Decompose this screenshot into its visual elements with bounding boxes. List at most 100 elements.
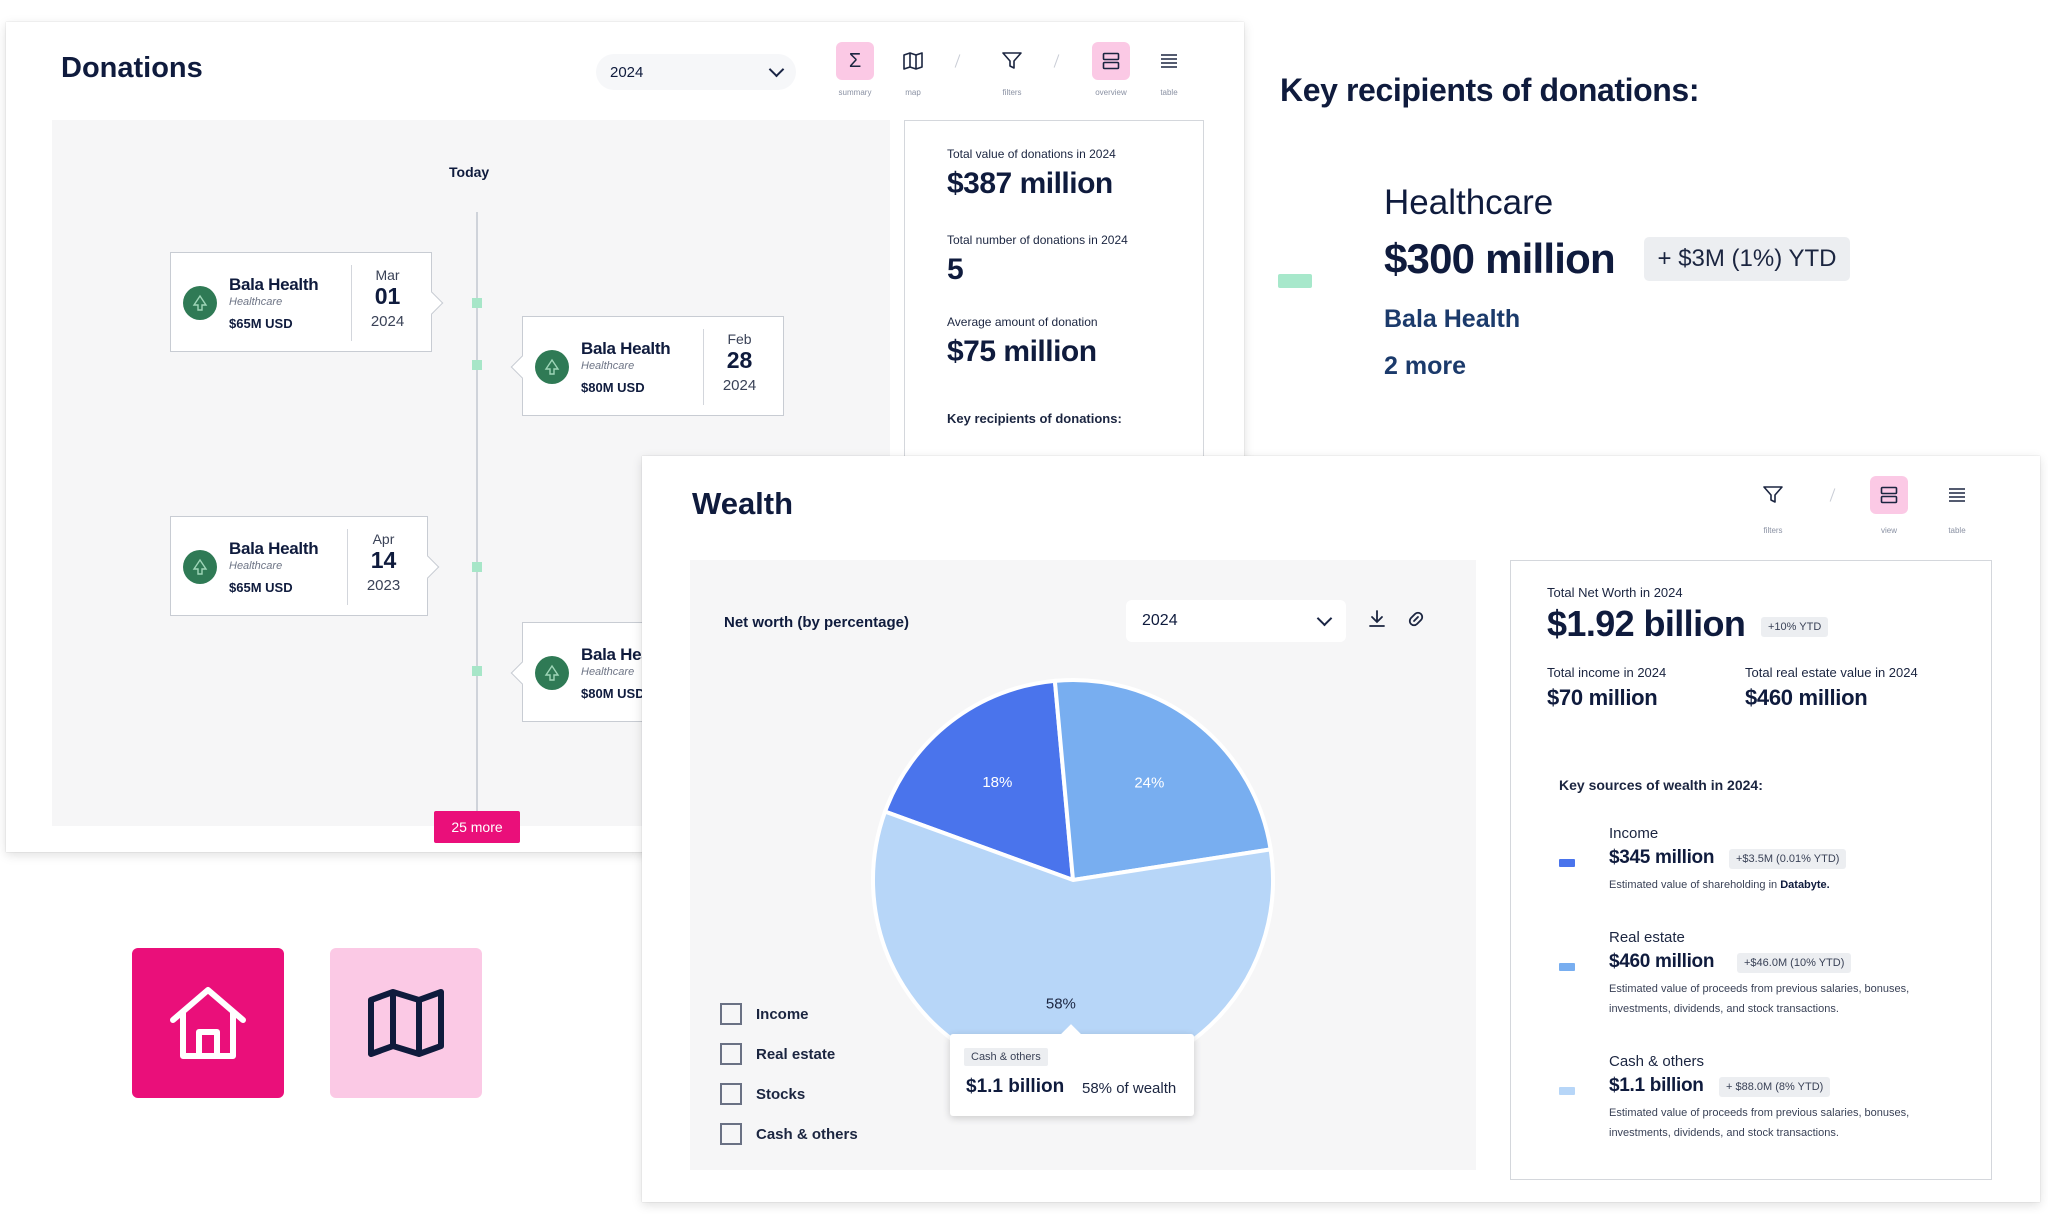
donation-month: Apr (372, 531, 395, 547)
avatar (183, 550, 217, 584)
tooltip-percent: 58% of wealth (1082, 1080, 1177, 1097)
filter-icon (1763, 486, 1783, 503)
pie-slice-label: 58% (1046, 995, 1076, 1012)
legend-item-real-estate[interactable]: Real estate (720, 1034, 858, 1074)
key-recipients-label: Key recipients of donations: (947, 411, 1122, 426)
donation-year: 2024 (370, 313, 405, 330)
download-icon (1369, 610, 1385, 627)
real-estate-value: $460 million (1745, 685, 1868, 710)
table-button[interactable] (1150, 42, 1188, 80)
link-button[interactable] (1404, 608, 1428, 635)
sources-label: Key sources of wealth in 2024: (1559, 777, 1763, 793)
link-icon (1408, 611, 1424, 627)
donation-card[interactable]: Bala Health Healthcare $80M USD Feb 28 2… (510, 316, 784, 416)
table-icon (1161, 54, 1177, 68)
source-value: $460 million (1609, 951, 1715, 972)
donation-year: 2024 (722, 377, 757, 394)
tree-icon (544, 664, 560, 681)
donations-title: Donations (61, 52, 203, 84)
overview-button[interactable] (1092, 42, 1130, 80)
source-note: Estimated value of proceeds from previou… (1609, 1107, 1910, 1139)
recipient-category: Healthcare (1384, 183, 1554, 222)
donation-recipient: Bala Health (229, 275, 319, 294)
chart-tooltip: Cash & others $1.1 billion 58% of wealth (950, 1024, 1194, 1116)
income-label: Total income in 2024 (1547, 665, 1667, 680)
legend-label: Real estate (756, 1045, 836, 1063)
toolbar-divider (1829, 488, 1836, 502)
legend-label: Cash & others (756, 1125, 858, 1143)
source-swatch (1559, 859, 1575, 867)
donation-card[interactable]: Bala Health Healthcare $65M USD Mar 01 2… (170, 252, 444, 352)
source-note: Estimated value of shareholding in Datab… (1609, 879, 1830, 891)
pie-slice[interactable] (882, 678, 1076, 883)
recipient-ytd-badge: + $3M (1%) YTD (1644, 237, 1850, 281)
net-worth-label: Total Net Worth in 2024 (1547, 585, 1683, 600)
pie-slice-label: 24% (1134, 774, 1164, 791)
filters-button[interactable] (1754, 476, 1792, 514)
recipient-value: $300 million (1384, 235, 1616, 282)
toolbar-divider (1053, 54, 1060, 68)
legend-checkbox[interactable] (720, 1083, 742, 1105)
net-worth-value: $1.92 billion (1547, 603, 1746, 644)
donation-date: Apr 14 2023 (347, 529, 419, 605)
today-label: Today (449, 164, 490, 180)
map-tile[interactable] (330, 948, 482, 1098)
donation-card[interactable]: Bala Health Healthcare $65M USD Apr 14 2… (170, 516, 440, 616)
wealth-title: Wealth (692, 486, 794, 521)
source-value: $1.1 billion (1609, 1075, 1704, 1096)
timeline-marker (472, 360, 482, 370)
legend-checkbox[interactable] (720, 1043, 742, 1065)
legend-item-stocks[interactable]: Stocks (720, 1074, 858, 1114)
legend-item-cash-others[interactable]: Cash & others (720, 1114, 858, 1154)
donations-year-select[interactable]: 2024 (596, 54, 796, 90)
recipient-more-link[interactable]: 2 more (1384, 352, 1466, 380)
donation-amount: $65M USD (229, 580, 293, 595)
table-label: table (1948, 526, 1966, 535)
wealth-panel: Wealth filters view table 18% 24% 58% Net … (642, 456, 2040, 1202)
donation-recipient: Bala Health (229, 539, 319, 558)
source-name: Real estate (1609, 929, 1685, 946)
donation-recipient: Bala Hea (581, 645, 651, 664)
donation-date: Feb 28 2024 (703, 329, 775, 405)
chevron-down-icon (768, 61, 785, 77)
wealth-year-select[interactable]: 2024 (1126, 600, 1346, 642)
tree-icon (192, 558, 208, 575)
total-value: $387 million (947, 167, 1113, 200)
filters-label: filters (1763, 526, 1783, 535)
donation-category: Healthcare (229, 560, 283, 572)
total-count-label: Total number of donations in 2024 (947, 233, 1128, 247)
home-tile[interactable] (132, 948, 284, 1098)
donation-day: 14 (370, 547, 397, 573)
legend-checkbox[interactable] (720, 1003, 742, 1025)
filters-button[interactable] (993, 42, 1031, 80)
donation-amount: $80M USD (581, 380, 645, 395)
chart-legend: Income Real estate Stocks Cash & others (720, 994, 858, 1154)
source-ytd-badge: + $88.0M (8% YTD) (1719, 1077, 1831, 1097)
source-swatch (1559, 1087, 1575, 1095)
map-icon (903, 52, 923, 70)
overview-icon (1102, 52, 1120, 70)
net-worth-chart-area: 18% 24% 58% Net worth (by percentage) 2024… (690, 560, 1476, 1170)
recipient-name-link[interactable]: Bala Health (1384, 305, 1521, 333)
real-estate-label: Total real estate value in 2024 (1745, 665, 1918, 680)
summary-button[interactable]: Σ (836, 42, 874, 80)
view-button[interactable] (1870, 476, 1908, 514)
download-button[interactable] (1366, 608, 1388, 635)
source-value: $345 million (1609, 847, 1715, 868)
donation-amount: $80M USD (581, 686, 645, 701)
summary-label: summary (838, 88, 872, 97)
map-button[interactable] (894, 42, 932, 80)
legend-label: Income (756, 1005, 809, 1023)
source-swatch (1559, 963, 1575, 971)
more-donations-button[interactable]: 25 more (434, 811, 520, 854)
source-ytd-badge: +$3.5M (0.01% YTD) (1729, 849, 1847, 869)
legend-checkbox[interactable] (720, 1123, 742, 1145)
pie-slice-label: 18% (982, 774, 1012, 791)
donation-date: Mar 01 2024 (351, 265, 423, 341)
table-button[interactable] (1938, 476, 1976, 514)
pie-slice[interactable] (1052, 678, 1273, 883)
filter-icon (1002, 52, 1022, 69)
legend-item-income[interactable]: Income (720, 994, 858, 1034)
source-name: Income (1609, 825, 1659, 842)
source-name: Cash & others (1609, 1053, 1705, 1070)
